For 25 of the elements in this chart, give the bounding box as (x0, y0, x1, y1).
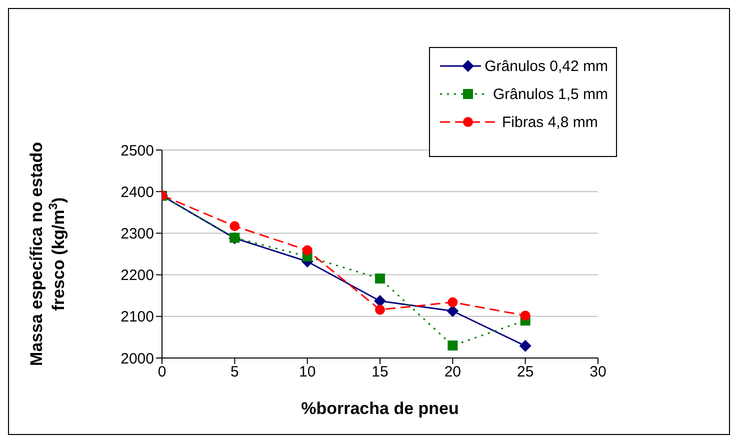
point (230, 221, 240, 232)
legend-label: Grânulos 0,42 mm (484, 58, 608, 74)
x-tick-label: 5 (230, 364, 239, 381)
point (519, 340, 532, 352)
point (520, 310, 530, 321)
x-axis-title: %borracha de pneu (301, 399, 459, 418)
point (448, 340, 458, 351)
x-tick-label: 10 (298, 364, 316, 381)
legend-label: Fibras 4,8 mm (502, 114, 598, 130)
x-tick-label: 25 (516, 364, 534, 381)
x-tick-label: 20 (444, 364, 462, 381)
point (375, 274, 385, 284)
y-tick-label: 2500 (120, 142, 154, 160)
point (302, 245, 312, 256)
y-tick-label: 2300 (120, 226, 154, 243)
legend-label: Grânulos 1,5 mm (492, 86, 608, 102)
x-tick-label: 15 (372, 364, 388, 381)
y-tick-label: 2100 (120, 308, 154, 326)
x-tick-label: 30 (590, 364, 606, 381)
y-tick-label: 2200 (120, 267, 154, 284)
y-tick-label: 2400 (120, 184, 154, 201)
x-tick-label: 0 (158, 364, 166, 381)
y-tick-label: 2000 (120, 350, 154, 368)
point (448, 297, 458, 308)
point (375, 304, 385, 315)
